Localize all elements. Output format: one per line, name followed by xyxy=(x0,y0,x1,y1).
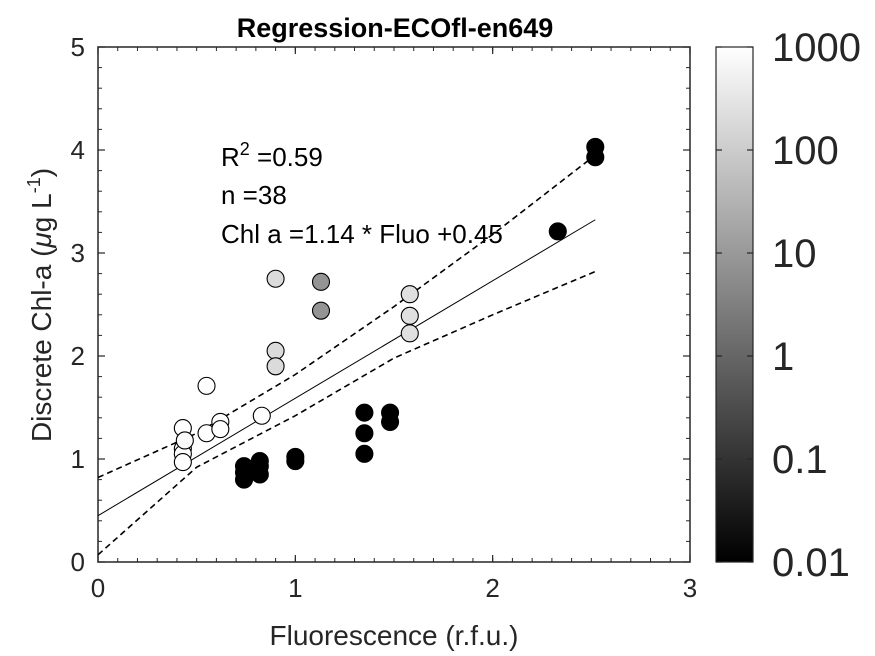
r2-label: R xyxy=(221,142,240,172)
x-tick-label: 1 xyxy=(288,573,302,603)
data-point xyxy=(266,341,285,360)
colorbar-ticks: 0.01 0.1 1 10 100 1000 xyxy=(716,26,861,585)
data-point xyxy=(173,453,192,472)
y-tick-label: 5 xyxy=(71,32,85,62)
colorbar xyxy=(715,46,754,563)
y-label-prefix: Discrete Chl-a ( xyxy=(26,247,57,442)
data-point xyxy=(197,376,216,395)
data-point xyxy=(586,148,605,167)
data-point xyxy=(175,431,194,450)
lower-confidence-bound xyxy=(97,270,596,556)
data-point xyxy=(266,269,285,288)
data-point xyxy=(381,412,400,431)
x-axis-label: Fluorescence (r.f.u.) xyxy=(270,620,519,651)
y-tick-label: 0 xyxy=(71,547,85,577)
x-tick-label: 2 xyxy=(485,573,499,603)
y-label-exponent: -1 xyxy=(24,177,44,193)
data-point xyxy=(355,403,374,422)
colorbar-tick-label: 1 xyxy=(772,335,794,379)
y-label-unit: g L xyxy=(26,193,57,232)
y-label-mu: μ xyxy=(26,232,57,248)
tick-labels: 0 1 2 3 0 1 2 3 4 5 xyxy=(71,32,698,603)
colorbar-tick-label: 0.1 xyxy=(772,438,828,482)
data-point xyxy=(286,452,305,471)
n-annotation: n =38 xyxy=(221,180,287,210)
data-point xyxy=(355,444,374,463)
y-tick-label: 2 xyxy=(71,341,85,371)
scatter-points xyxy=(173,137,605,489)
data-point xyxy=(311,301,331,320)
colorbar-tick-label: 0.01 xyxy=(772,541,850,585)
data-point xyxy=(252,406,271,425)
x-tick-label: 0 xyxy=(91,573,105,603)
data-point xyxy=(548,222,567,241)
data-point xyxy=(234,470,254,489)
data-point xyxy=(250,465,269,484)
colorbar-tick-label: 10 xyxy=(772,232,817,276)
r2-value: =0.59 xyxy=(250,142,323,172)
y-label-suffix: ) xyxy=(26,168,57,177)
chart-title: Regression-ECOfl-en649 xyxy=(237,13,554,43)
x-tick-label: 3 xyxy=(683,573,697,603)
data-point xyxy=(400,306,419,325)
r-squared-annotation: R2 =0.59 xyxy=(221,139,323,172)
y-axis-label: Discrete Chl-a (μg L-1) xyxy=(24,168,57,442)
data-point xyxy=(211,420,230,439)
data-point xyxy=(400,324,419,343)
data-point xyxy=(266,357,285,376)
y-tick-label: 4 xyxy=(71,135,85,165)
data-point xyxy=(311,272,331,291)
y-tick-label: 1 xyxy=(71,444,85,474)
y-tick-label: 3 xyxy=(71,238,85,268)
plot-area xyxy=(97,46,691,563)
r2-exponent: 2 xyxy=(240,139,250,159)
colorbar-tick-label: 1000 xyxy=(772,26,861,70)
equation-annotation: Chl a =1.14 * Fluo +0.45 xyxy=(221,219,503,249)
colorbar-tick-label: 100 xyxy=(772,129,839,173)
data-point xyxy=(400,285,419,304)
axis-ticks xyxy=(97,46,691,563)
data-point xyxy=(355,424,374,443)
